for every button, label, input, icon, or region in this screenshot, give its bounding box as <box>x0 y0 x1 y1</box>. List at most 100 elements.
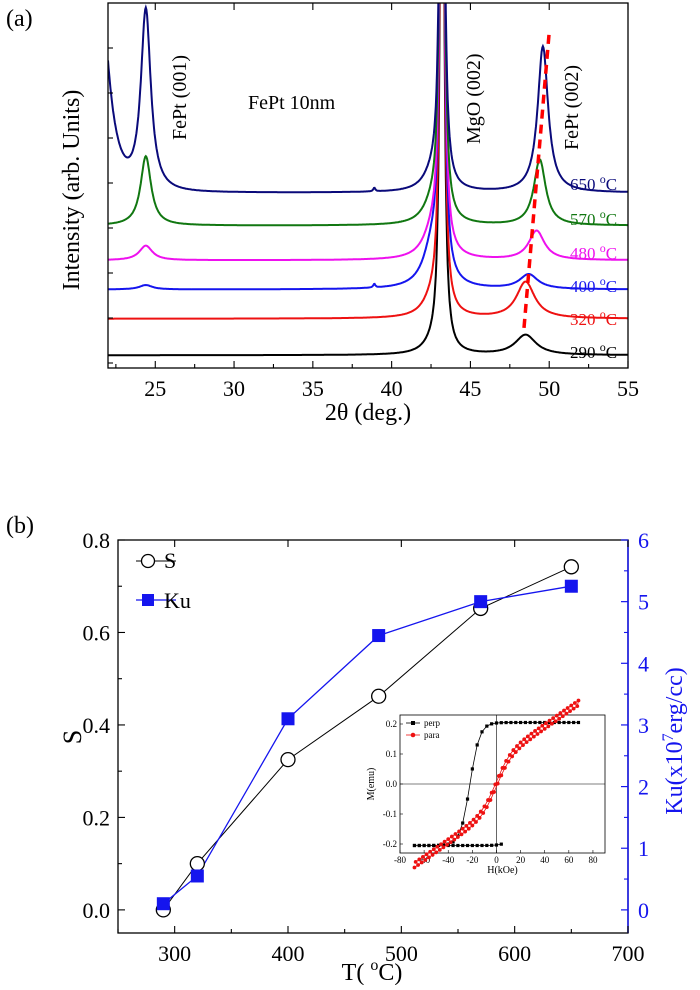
inset-para-point <box>562 708 566 713</box>
inset-para-point <box>416 863 420 867</box>
inset-para-point <box>528 737 533 742</box>
inset-y-tick-label: -0.1 <box>383 809 397 819</box>
inset-para-point <box>568 709 572 714</box>
inset-para-point <box>482 804 487 809</box>
panel-a-ylabel: Intensity (arb. Units) <box>59 90 85 291</box>
inset-xlabel: H(kOe) <box>487 865 518 876</box>
inset-perp-point <box>432 843 436 848</box>
inset-para-point <box>535 732 540 736</box>
panel-a-x-ticks: 25 30 35 40 45 50 55 <box>108 3 639 401</box>
inset-perp-point <box>475 743 479 747</box>
inset-para-point <box>421 854 425 859</box>
inset-para-point <box>524 740 529 745</box>
inset-perp-point <box>557 720 561 725</box>
inset-perp-point <box>485 843 489 848</box>
y-tick-label: 0.2 <box>83 805 111 830</box>
inset-para-point <box>529 731 534 736</box>
inset-perp-point <box>456 843 460 848</box>
inset-para-point <box>531 734 536 739</box>
xrd-curve-290 <box>108 3 628 357</box>
peak-shift-dashed-line <box>522 32 551 328</box>
ku-point <box>281 712 295 726</box>
y2-tick-label: 2 <box>638 775 649 800</box>
inset-para-point <box>460 826 465 831</box>
panel-b-label: (b) <box>6 513 34 539</box>
inset-para-point <box>522 737 527 742</box>
inset-perp-point <box>451 840 455 844</box>
inset-para-point <box>489 790 494 795</box>
inset-para-point <box>493 782 498 787</box>
inset-x-tick-label: 60 <box>564 855 574 865</box>
inset-perp-point <box>417 843 421 848</box>
panel-b-y2label: Ku(x107erg/cc) <box>660 667 688 815</box>
inset-para-point <box>466 826 471 831</box>
inset-perp-point <box>461 821 465 825</box>
legend-ku-label: Ku <box>164 588 191 613</box>
inset-x-tick-label: 80 <box>588 855 598 865</box>
legend-s-marker <box>140 553 156 569</box>
degree-sup: o <box>600 207 606 221</box>
inset-para-point <box>517 746 522 751</box>
celsius-unit: C <box>606 244 617 263</box>
inset-para-point <box>557 716 562 721</box>
panel-a-label: (a) <box>6 6 33 32</box>
inset-para-point <box>558 711 563 715</box>
mgo002-label: MgO (002) <box>463 53 485 144</box>
legend-ku-marker <box>142 594 154 606</box>
inset-para-point <box>464 823 469 828</box>
ku-point <box>190 869 204 883</box>
x-tick-label: 25 <box>144 376 166 401</box>
inset-x-tick-label: 40 <box>540 855 550 865</box>
ku-point <box>474 595 488 609</box>
inset-para-point <box>417 857 422 862</box>
inset-para-point <box>474 820 478 824</box>
xrd-curve-570 <box>108 3 628 227</box>
inset-perp-point <box>567 720 571 725</box>
inset-perp-point <box>490 722 494 726</box>
inset-x-tick-label: -80 <box>394 855 406 865</box>
inset-para-point <box>551 716 556 721</box>
inset-y-tick-label: 0.2 <box>386 719 397 729</box>
xlabel-unit: C) <box>378 960 402 985</box>
inset-para-point <box>412 865 417 870</box>
inset-perp-point <box>427 843 431 848</box>
inset-para-point <box>475 814 480 818</box>
panel-a-curves <box>108 3 628 357</box>
celsius-unit: C <box>606 310 617 329</box>
ku-point <box>156 897 170 911</box>
inset-para-point <box>575 704 580 709</box>
inset-para-point <box>457 829 461 834</box>
inset-perp-point <box>538 720 542 725</box>
xrd-curve-480 <box>108 3 628 261</box>
inset-perp-point <box>490 843 494 847</box>
inset-perp-point <box>422 843 426 848</box>
x-tick-label: 600 <box>498 941 531 966</box>
temp-label-320: 320 oC <box>570 307 617 329</box>
y2-tick-label: 1 <box>638 836 649 861</box>
celsius-unit: C <box>606 343 617 362</box>
s-point <box>280 751 296 768</box>
degree-sup: o <box>600 172 606 186</box>
xrd-curve-400 <box>108 3 628 291</box>
inset-perp-point <box>480 730 484 734</box>
inset-para-point <box>449 834 454 839</box>
xrd-curve-320 <box>108 3 628 320</box>
inset-para-point <box>500 766 505 770</box>
temp-label-570: 570 oC <box>570 207 617 229</box>
y2-tick-label: 3 <box>638 713 649 738</box>
inset-para-point <box>471 817 476 822</box>
inset-y-tick-label: 0.0 <box>386 779 398 789</box>
inset-y-tick-label: -0.2 <box>383 839 397 849</box>
inset-para-point <box>441 845 446 850</box>
inset-perp-point <box>533 720 537 725</box>
inset-perp-point <box>518 720 523 725</box>
inset-para-point <box>463 829 468 834</box>
inset-para-point <box>533 729 537 733</box>
inset-para-point <box>571 706 576 711</box>
inset-perp-point <box>528 720 532 725</box>
inset-perp-point <box>470 767 474 771</box>
inset-para-point <box>470 823 475 828</box>
temp-label-650: 650 oC <box>570 172 617 194</box>
inset-para-point <box>564 711 569 716</box>
